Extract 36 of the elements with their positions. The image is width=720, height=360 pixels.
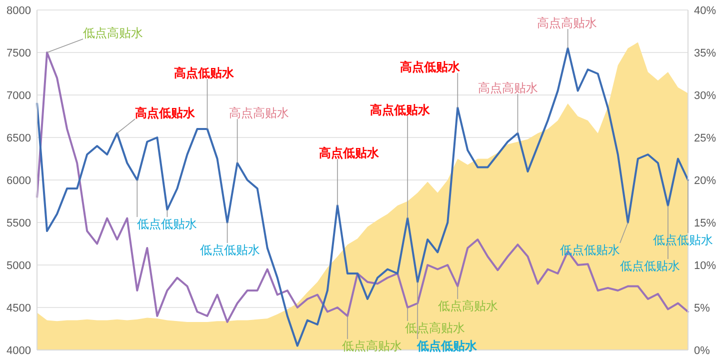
y-tick-label: 6500 — [6, 132, 31, 144]
y-tick-label: 5000 — [6, 260, 31, 272]
y-tick-label: 7500 — [6, 47, 31, 60]
annotation: 低点低贴水 — [653, 233, 713, 248]
annotation: 高点低贴水 — [174, 66, 235, 80]
y2-tick-label: 5% — [694, 302, 710, 314]
annotation: 低点低贴水 — [560, 243, 620, 258]
y-tick-label: 4000 — [6, 344, 31, 357]
annotation: 低点高贴水 — [342, 339, 402, 354]
annotation: 高点低贴水 — [319, 146, 380, 160]
annotation: 高点高贴水 — [478, 81, 538, 96]
y2-tick-label: 30% — [694, 90, 716, 102]
y-tick-label: 8000 — [6, 4, 31, 17]
annotation: 高点高贴水 — [229, 106, 289, 120]
annotation: 低点高贴水 — [405, 321, 465, 336]
annotation: 低点低贴水 — [416, 339, 478, 354]
y2-tick-label: 0% — [694, 344, 710, 357]
y2-tick-label: 20% — [694, 174, 716, 187]
annotation: 低点高贴水 — [438, 299, 498, 314]
annotation: 高点低贴水 — [370, 103, 431, 118]
y2-tick-label: 25% — [694, 132, 716, 144]
annotation: 高点低贴水 — [135, 106, 196, 120]
annotation: 高点高贴水 — [537, 16, 597, 30]
annotation: 高点低贴水 — [400, 60, 461, 74]
y2-tick-label: 15% — [694, 217, 716, 230]
annotation: 低点高贴水 — [83, 26, 143, 40]
annotation: 低点低贴水 — [620, 259, 680, 274]
annotation: 低点低贴水 — [137, 217, 197, 232]
annotation: 低点低贴水 — [200, 243, 260, 258]
y2-tick-label: 40% — [694, 4, 716, 17]
y2-tick-label: 35% — [694, 47, 716, 60]
y-tick-label: 4500 — [6, 302, 31, 314]
y-tick-label: 5500 — [6, 217, 31, 230]
y-tick-label: 6000 — [6, 174, 31, 187]
y-tick-label: 7000 — [6, 90, 31, 102]
y2-tick-label: 10% — [694, 260, 716, 272]
